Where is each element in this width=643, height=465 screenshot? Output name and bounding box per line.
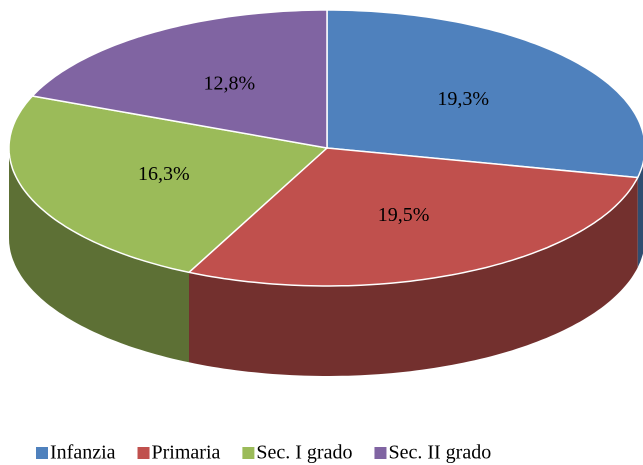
legend-label: Primaria <box>152 442 221 464</box>
pie-side <box>9 148 189 363</box>
pie-slice <box>326 9 643 179</box>
data-label: 19,5% <box>378 204 430 226</box>
data-label: 19,3% <box>437 88 489 110</box>
data-label: 12,8% <box>204 73 256 95</box>
pie-side <box>637 163 643 268</box>
pie-slice <box>30 9 328 149</box>
legend-label: Sec. I grado <box>256 442 352 464</box>
pie-slice <box>8 95 329 274</box>
legend-swatch <box>137 447 150 459</box>
legend-swatch <box>36 447 48 459</box>
data-label: 16,3% <box>138 163 190 185</box>
pie-side <box>189 177 638 376</box>
legend-swatch <box>242 447 255 459</box>
legend-swatch <box>374 447 387 459</box>
pie-slice <box>187 147 639 287</box>
legend-label: Sec. II grado <box>388 442 491 464</box>
legend-label: Infanzia <box>50 442 116 464</box>
